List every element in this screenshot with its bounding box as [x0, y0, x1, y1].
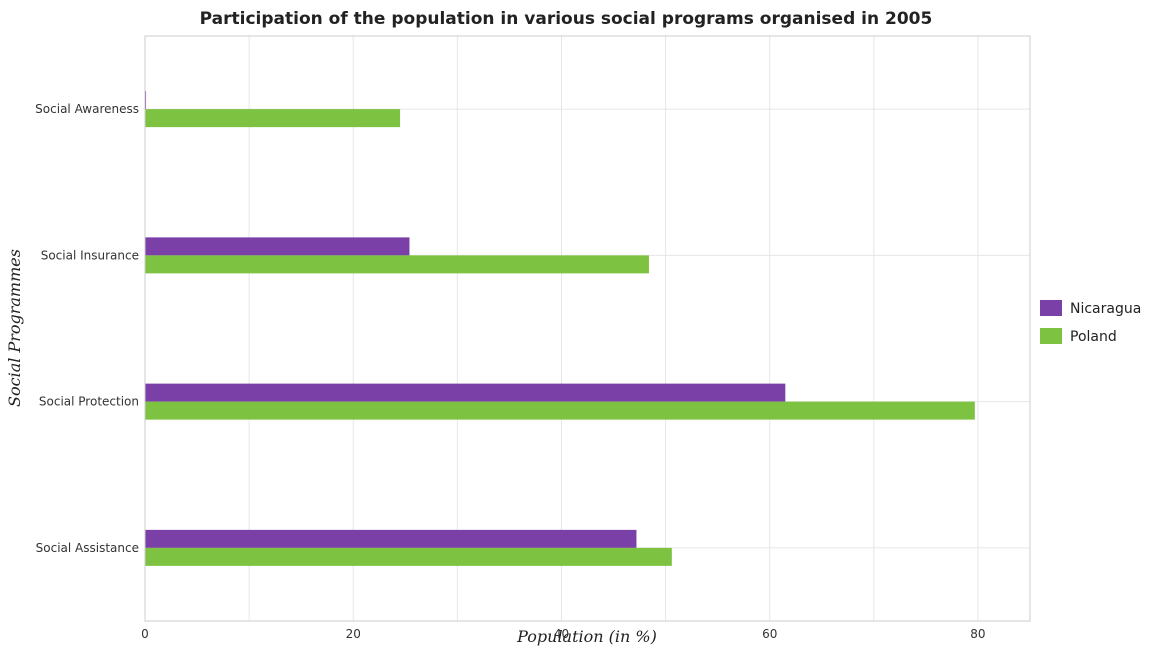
bar-poland-0 [145, 109, 401, 128]
y-tick-label: Social Protection [39, 395, 139, 409]
legend-label-nicaragua: Nicaragua [1070, 301, 1141, 317]
bars [145, 91, 975, 566]
y-axis-label: Social Programmes [5, 249, 24, 407]
x-axis-label: Population (in %) [516, 627, 657, 646]
bar-nicaragua-2 [145, 383, 786, 402]
y-tick-label: Social Assistance [36, 541, 139, 555]
x-tick-label: 80 [970, 627, 985, 641]
bar-nicaragua-0 [145, 91, 147, 110]
x-tick-label: 20 [346, 627, 361, 641]
y-tick-label: Social Insurance [41, 248, 139, 262]
legend-swatch-nicaragua [1040, 300, 1062, 316]
bar-poland-2 [145, 401, 975, 420]
bar-poland-1 [145, 255, 649, 274]
legend-swatch-poland [1040, 328, 1062, 344]
x-tick-label: 0 [141, 627, 149, 641]
y-ticks: Social Awareness Social Insurance Social P… [35, 102, 139, 555]
x-tick-label: 40 [554, 627, 569, 641]
y-tick-label: Social Awareness [35, 102, 139, 116]
chart-title: Participation of the population in vario… [200, 9, 933, 29]
x-tick-label: 60 [762, 627, 777, 641]
x-ticks: 0 20 40 60 80 [141, 627, 985, 641]
bar-poland-3 [145, 547, 672, 566]
legend: Nicaragua Poland [1040, 300, 1141, 345]
plot-frame [144, 35, 1031, 622]
legend-label-poland: Poland [1070, 329, 1117, 345]
bar-nicaragua-1 [145, 237, 410, 256]
bar-nicaragua-3 [145, 529, 637, 548]
